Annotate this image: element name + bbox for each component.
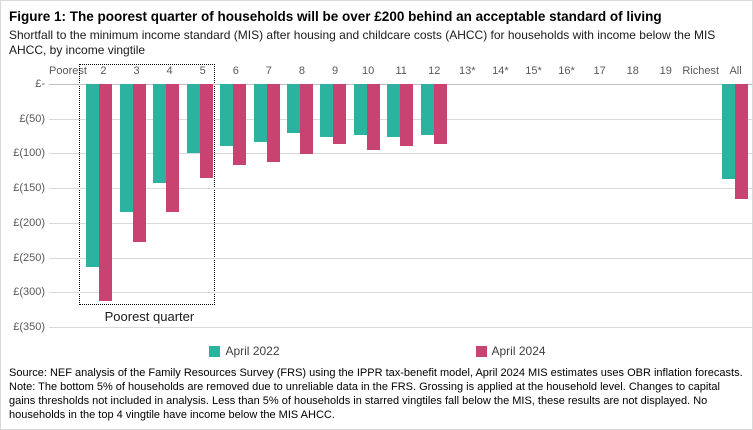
- x-tick-label: 19: [659, 65, 672, 77]
- bar-april-2024: [433, 84, 447, 144]
- source-text: Source: NEF analysis of the Family Resou…: [9, 367, 743, 379]
- bar-april-2024: [266, 84, 280, 163]
- bar-april-2024: [233, 84, 247, 165]
- vingtile-slot: [216, 84, 249, 327]
- y-tick-label: £(250): [13, 251, 45, 264]
- x-tick-label: 14*: [492, 65, 509, 77]
- bar-april-2022: [220, 84, 234, 147]
- y-tick-label: £(300): [13, 286, 45, 299]
- bar-columns: [49, 84, 752, 327]
- vingtile-slot: [49, 84, 82, 327]
- figure-title: Figure 1: The poorest quarter of househo…: [9, 9, 662, 24]
- x-tick-label: 9: [331, 65, 339, 77]
- vingtile-slot: [718, 84, 751, 327]
- y-tick-label: £-: [35, 78, 45, 90]
- x-tick-label: Poorest: [49, 65, 87, 77]
- legend-swatch-icon: [475, 345, 487, 357]
- bar-april-2024: [199, 84, 213, 178]
- legend-item: April 2022: [209, 344, 280, 358]
- y-tick-label: £(350): [13, 321, 45, 333]
- gridline: [49, 257, 752, 259]
- vingtile-slot: [317, 84, 350, 327]
- vingtile-slot: [451, 84, 484, 327]
- vingtile-slot: [685, 84, 718, 327]
- gridline: [49, 188, 752, 190]
- x-tick-label: All: [729, 65, 742, 77]
- x-tick-label: 16*: [558, 65, 575, 77]
- legend-swatch-icon: [209, 345, 221, 357]
- vingtile-slot: [250, 84, 283, 327]
- gridline: [49, 222, 752, 224]
- x-axis-labels: Poorest 2 3 4 5 6 7 8 9 10 11 12 13* 14* 15* 16* 17 18 19 R…: [49, 65, 752, 81]
- bar-april-2024: [166, 84, 180, 212]
- y-tick-label: £(50): [19, 112, 45, 125]
- x-tick-label: Richest: [682, 65, 720, 77]
- bar-april-2024: [366, 84, 380, 150]
- vingtile-slot: [384, 84, 417, 327]
- x-tick-label: 8: [298, 65, 305, 77]
- bar-chart: Poorest 2 3 4 5 6 7 8 9 10 11 12 13* 14* 15* 16* 17 18 19 R…: [7, 63, 752, 333]
- vingtile-slot: [518, 84, 551, 327]
- bar-april-2024: [333, 84, 347, 145]
- vingtile-slot: [149, 84, 182, 327]
- y-axis-labels: £- £(50) £(100) £(150) £(200) £(250) £(300) £(3…: [7, 78, 45, 333]
- bar-april-2022: [253, 84, 267, 143]
- bar-april-2022: [420, 84, 434, 136]
- footer-notes: Source: NEF analysis of the Family Resou…: [9, 367, 749, 423]
- vingtile-slot: [417, 84, 450, 327]
- legend-item: April 2024: [475, 344, 546, 358]
- poorest-quarter-label: Poorest quarter: [104, 309, 195, 324]
- bar-april-2022: [119, 84, 133, 212]
- x-tick-label: 3: [133, 65, 140, 77]
- vingtile-slot: [350, 84, 383, 327]
- plot-area: Poorest quarter: [49, 64, 752, 328]
- x-tick-label: 18: [626, 65, 639, 77]
- x-tick-label: 15*: [525, 65, 542, 77]
- bar-april-2024: [132, 84, 146, 242]
- x-tick-label: 2: [100, 65, 107, 77]
- vingtile-slot: [183, 84, 216, 327]
- x-tick-label: 6: [232, 65, 239, 77]
- legend-label: April 2022: [225, 344, 280, 358]
- x-tick-label: 12: [428, 65, 441, 77]
- x-tick-label: 7: [265, 65, 272, 77]
- vingtile-slot: [283, 84, 316, 327]
- x-tick-label: 5: [199, 65, 206, 77]
- bar-april-2022: [722, 84, 736, 180]
- x-tick-label: 11: [395, 65, 407, 77]
- chart-legend: April 2022 April 2024: [1, 344, 752, 358]
- y-tick-label: £(200): [13, 216, 45, 229]
- bar-april-2024: [99, 84, 113, 301]
- legend-label: April 2024: [491, 344, 546, 358]
- x-tick-label: 4: [166, 65, 173, 77]
- vingtile-slot: [618, 84, 651, 327]
- gridline: [49, 153, 752, 155]
- y-tick-label: £(100): [13, 147, 45, 160]
- x-tick-label: 10: [361, 65, 375, 77]
- bar-april-2022: [287, 84, 301, 134]
- figure-subtitle: Shortfall to the minimum income standard…: [9, 28, 716, 57]
- y-tick-label: £(150): [13, 182, 45, 195]
- bar-april-2022: [153, 84, 167, 184]
- bar-april-2024: [400, 84, 414, 146]
- vingtile-slot: [116, 84, 149, 327]
- x-tick-label: 17: [593, 65, 606, 77]
- bar-april-2022: [387, 84, 401, 137]
- vingtile-slot: [585, 84, 618, 327]
- bar-april-2024: [300, 84, 314, 155]
- bar-april-2024: [735, 84, 749, 199]
- gridline: [49, 292, 752, 294]
- bar-april-2022: [320, 84, 334, 137]
- vingtile-slot: [484, 84, 517, 327]
- x-tick-label: 13*: [459, 65, 476, 77]
- bar-april-2022: [186, 84, 200, 154]
- gridline: [49, 327, 752, 328]
- vingtile-slot: [651, 84, 684, 327]
- vingtile-slot: [82, 84, 115, 327]
- vingtile-slot: [551, 84, 584, 327]
- bar-april-2022: [353, 84, 367, 136]
- note-text: Note: The bottom 5% of households are re…: [9, 380, 720, 421]
- bar-april-2022: [86, 84, 100, 267]
